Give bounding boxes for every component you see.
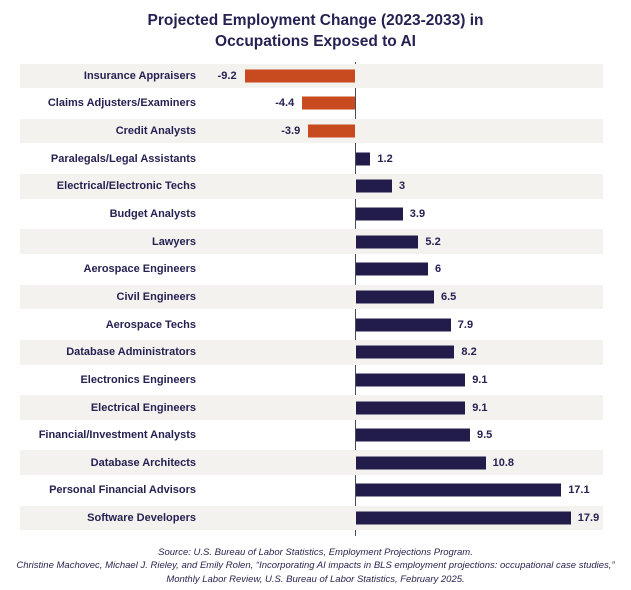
category-label: Aerospace Techs — [105, 318, 196, 331]
category-label: Civil Engineers — [116, 290, 196, 303]
category-label: Electrical/Electronic Techs — [56, 180, 196, 193]
value-label: 5.2 — [425, 235, 441, 248]
chart-row: Software Developers 17.9 — [20, 504, 603, 532]
value-label: 9.1 — [472, 373, 488, 386]
positive-bar — [356, 179, 392, 193]
category-label: Database Administrators — [66, 346, 196, 359]
value-label: 3 — [399, 180, 406, 193]
positive-bar — [356, 290, 434, 304]
chart-row: Budget Analysts 3.9 — [20, 200, 603, 228]
positive-bar — [356, 456, 486, 470]
negative-bar — [308, 124, 355, 138]
positive-bar — [356, 207, 403, 221]
category-label: Software Developers — [87, 512, 196, 525]
chart-row: Database Architects 10.8 — [20, 449, 603, 477]
category-label: Financial/Investment Analysts — [38, 429, 196, 442]
value-label: 10.8 — [492, 456, 515, 469]
chart-title: Projected Employment Change (2023-2033) … — [0, 11, 631, 53]
value-label: -9.2 — [217, 69, 237, 82]
positive-bar — [356, 152, 371, 166]
positive-bar — [356, 428, 470, 442]
value-label: -3.9 — [281, 125, 301, 138]
chart-row: Aerospace Engineers 6 — [20, 255, 603, 283]
chart-row: Electrical/Electronic Techs 3 — [20, 173, 603, 201]
chart-row: Paralegals/Legal Assistants 1.2 — [20, 145, 603, 173]
category-label: Insurance Appraisers — [83, 69, 196, 82]
source-line-2: Christine Machovec, Michael J. Rieley, a… — [16, 560, 615, 572]
value-label: 8.2 — [461, 346, 477, 359]
chart-row: Financial/Investment Analysts 9.5 — [20, 421, 603, 449]
bar-chart: Insurance Appraisers -9.2 Claims Adjusters… — [20, 62, 603, 536]
value-label: -4.4 — [275, 97, 295, 110]
category-label: Personal Financial Advisors — [49, 484, 196, 497]
chart-row: Credit Analysts -3.9 — [20, 117, 603, 145]
category-label: Paralegals/Legal Assistants — [50, 152, 196, 165]
value-label: 6.5 — [441, 290, 457, 303]
chart-row: Electrical Engineers 9.1 — [20, 394, 603, 422]
value-label: 17.9 — [577, 512, 600, 525]
value-label: 7.9 — [457, 318, 474, 331]
source-line-1: Source: U.S. Bureau of Labor Statistics,… — [158, 547, 473, 558]
chart-row: Aerospace Techs 7.9 — [20, 311, 603, 339]
value-label: 6 — [435, 263, 442, 276]
source-line-3: Monthly Labor Review, U.S. Bureau of Lab… — [166, 573, 465, 585]
value-label: 17.1 — [568, 484, 590, 497]
chart-title-line1: Projected Employment Change (2023-2033) … — [147, 12, 484, 29]
chart-row: Personal Financial Advisors 17.1 — [20, 477, 603, 505]
value-label: 3.9 — [409, 208, 426, 221]
positive-bar — [356, 511, 571, 525]
positive-bar — [356, 373, 466, 387]
negative-bar — [244, 69, 355, 83]
positive-bar — [356, 345, 455, 359]
chart-row: Lawyers 5.2 — [20, 228, 603, 256]
chart-row: Civil Engineers 6.5 — [20, 283, 603, 311]
category-label: Claims Adjusters/Examiners — [47, 97, 196, 110]
negative-bar — [302, 96, 355, 110]
chart-row: Electronics Engineers 9.1 — [20, 366, 603, 394]
chart-row: Claims Adjusters/Examiners -4.4 — [20, 90, 603, 118]
category-label: Lawyers — [151, 235, 196, 248]
chart-row: Insurance Appraisers -9.2 — [20, 62, 603, 90]
positive-bar — [356, 401, 466, 414]
value-label: 9.1 — [472, 401, 488, 414]
category-label: Credit Analysts — [115, 125, 196, 138]
positive-bar — [356, 262, 428, 276]
chart-title-line2: Occupations Exposed to AI — [215, 32, 416, 50]
category-label: Electrical Engineers — [90, 401, 196, 414]
value-label: 1.2 — [377, 152, 393, 165]
positive-bar — [356, 235, 419, 249]
value-label: 9.5 — [477, 429, 493, 442]
chart-row: Database Administrators 8.2 — [20, 338, 603, 366]
category-label: Database Architects — [90, 456, 196, 469]
positive-bar — [356, 483, 562, 497]
category-label: Budget Analysts — [109, 208, 196, 221]
source-note: Source: U.S. Bureau of Labor Statistics,… — [0, 546, 631, 586]
category-label: Electronics Engineers — [80, 373, 196, 386]
positive-bar — [356, 318, 451, 332]
category-label: Aerospace Engineers — [83, 263, 197, 276]
